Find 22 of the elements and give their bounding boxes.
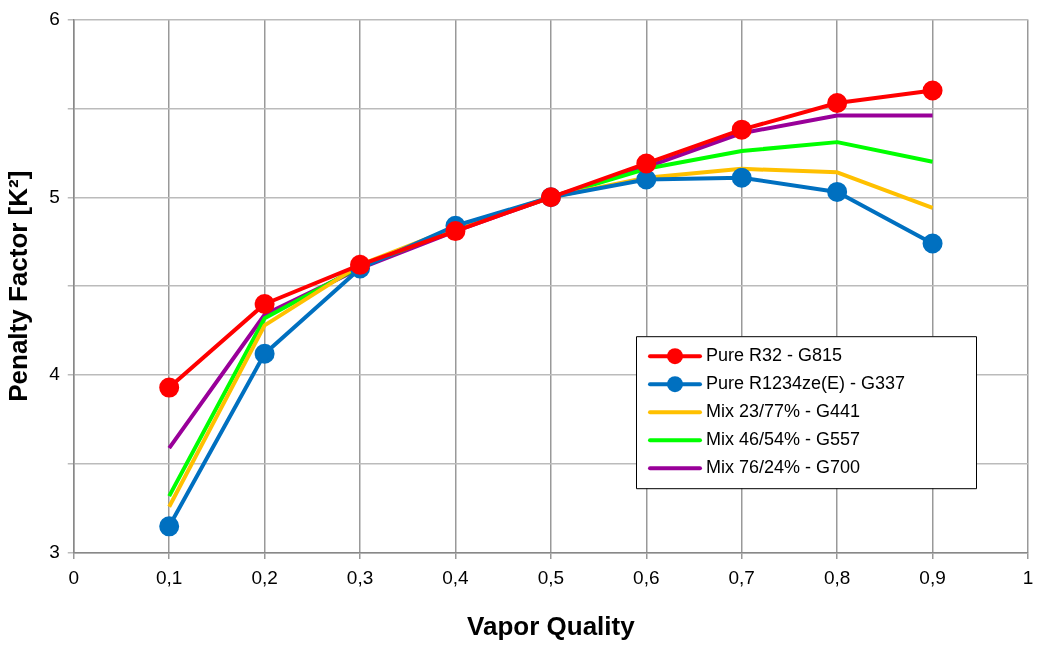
legend-label: Mix 23/77% - G441 <box>706 401 861 422</box>
x-tick-label: 0,9 <box>919 566 946 588</box>
y-axis-title: Penalty Factor [K²] <box>2 170 33 402</box>
x-tick-label: 0,4 <box>442 566 470 588</box>
x-tick-label: 0,2 <box>251 566 278 588</box>
x-tick-label: 0,8 <box>823 566 851 588</box>
y-tick-label: 4 <box>49 363 61 385</box>
x-tick-label: 0,7 <box>728 566 755 588</box>
legend-label: Mix 46/54% - G557 <box>706 429 861 450</box>
y-tick-label: 5 <box>49 185 60 207</box>
legend-label: Pure R32 - G815 <box>706 345 843 366</box>
x-axis-title: Vapor Quality <box>467 610 636 641</box>
x-tick-label: 0,6 <box>633 566 660 588</box>
x-tick-label: 0,3 <box>346 566 374 588</box>
legend-label: Pure R1234ze(E) - G337 <box>706 373 906 394</box>
x-tick-label: 0 <box>68 566 80 588</box>
x-tick-label: 0,1 <box>155 566 183 588</box>
legend-label: Mix 76/24% - G700 <box>706 457 861 478</box>
y-tick-label: 3 <box>49 541 60 563</box>
x-tick-label: 1 <box>1022 566 1034 588</box>
y-tick-label: 6 <box>49 7 60 29</box>
x-tick-label: 0,5 <box>537 566 565 588</box>
